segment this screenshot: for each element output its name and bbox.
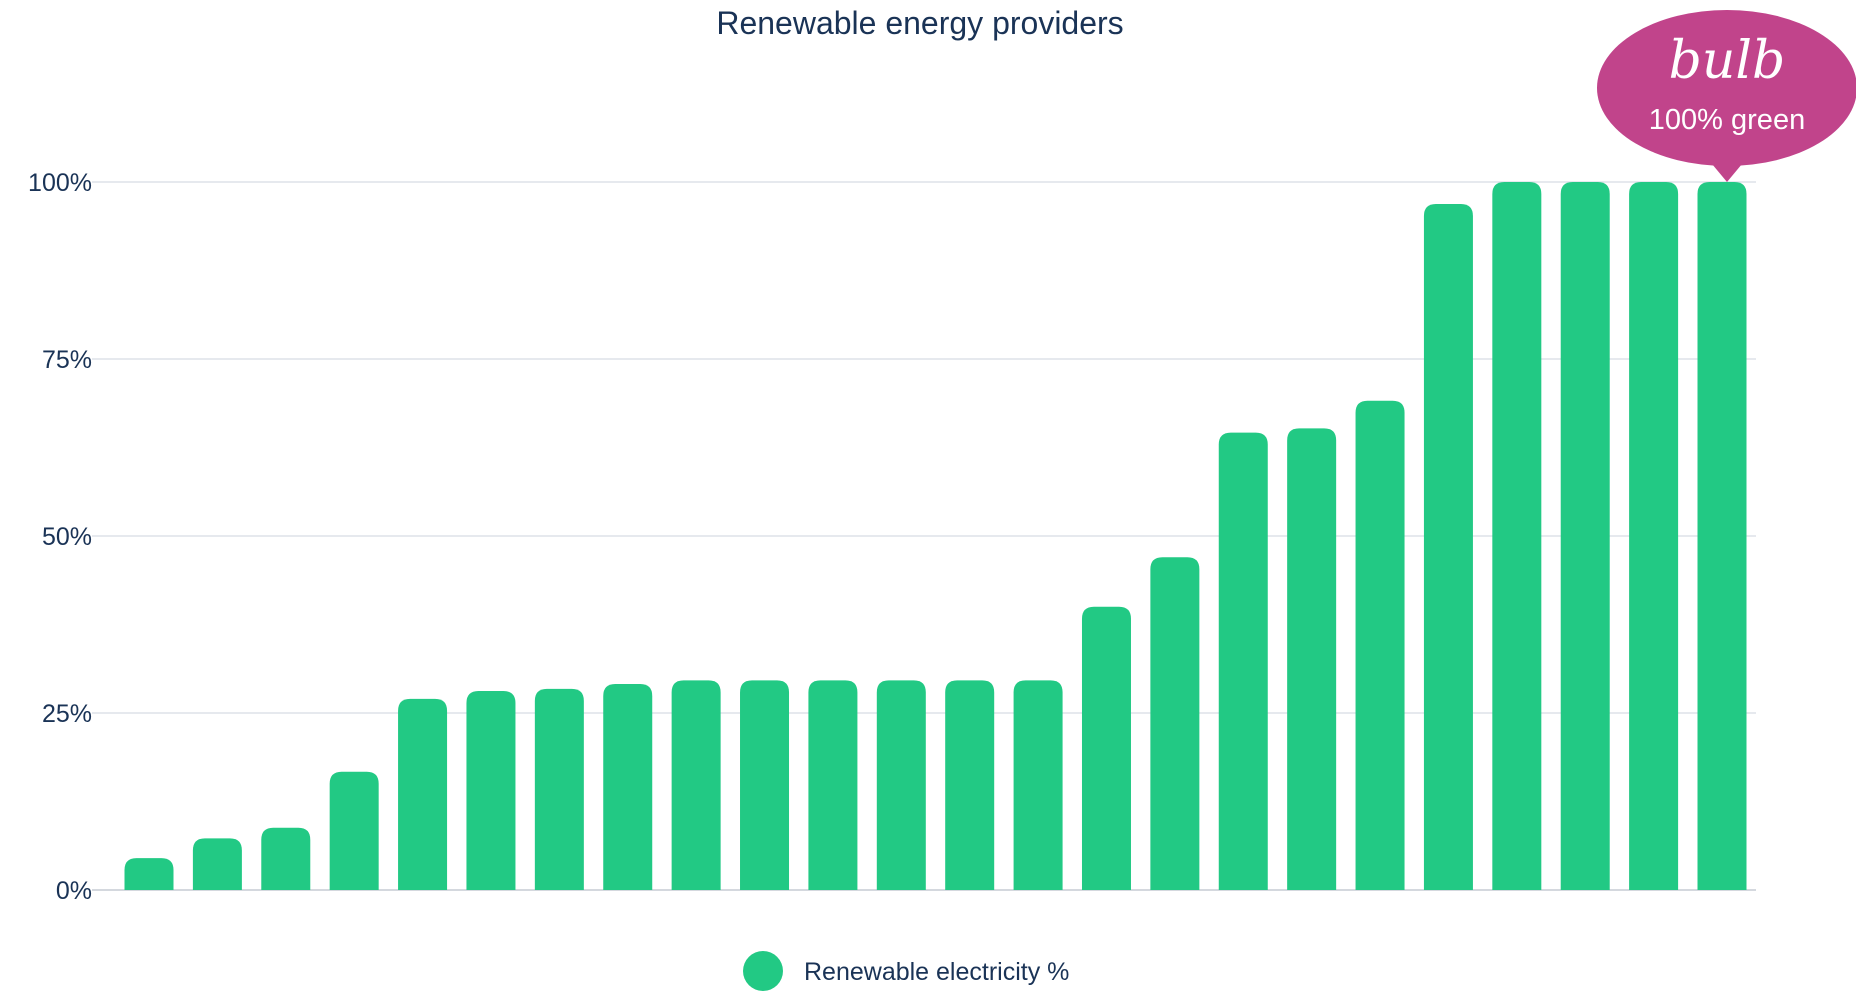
bar xyxy=(1560,182,1610,890)
bar xyxy=(124,858,174,890)
y-tick-label: 0% xyxy=(56,877,92,905)
bar xyxy=(740,680,790,890)
bar xyxy=(398,698,448,890)
callout-label: 100% green xyxy=(1649,104,1805,136)
y-tick-label: 25% xyxy=(42,700,92,728)
callout-pointer xyxy=(1712,164,1742,182)
bar xyxy=(192,838,242,890)
callout-bubble xyxy=(1597,10,1856,166)
bulb-logo: bulb xyxy=(1669,31,1786,91)
bar xyxy=(1355,400,1405,890)
bar xyxy=(1150,557,1200,890)
legend-label: Renewable electricity % xyxy=(804,958,1069,986)
bar xyxy=(1423,203,1473,890)
y-tick-label: 100% xyxy=(28,169,92,197)
bar xyxy=(671,680,721,890)
bar xyxy=(1697,182,1747,890)
bar xyxy=(808,680,858,890)
bar xyxy=(876,680,926,890)
bar xyxy=(603,683,653,890)
bar xyxy=(1492,182,1542,890)
bar xyxy=(1081,606,1131,890)
bar xyxy=(261,827,311,890)
bars xyxy=(124,182,1747,890)
legend: Renewable electricity % xyxy=(743,951,1069,991)
bar xyxy=(945,680,995,890)
bar xyxy=(329,771,379,890)
chart-title: Renewable energy providers xyxy=(716,5,1123,41)
y-axis: 0% 25% 50% 75% 100% xyxy=(28,169,92,905)
y-tick-label: 75% xyxy=(42,346,92,374)
legend-marker xyxy=(743,951,783,991)
bar xyxy=(1629,182,1679,890)
bar xyxy=(1218,432,1268,890)
y-tick-label: 50% xyxy=(42,523,92,551)
bar xyxy=(534,688,584,890)
bar xyxy=(466,691,516,890)
bulb-callout: bulb 100% green xyxy=(1597,10,1856,182)
bar xyxy=(1287,428,1337,890)
bar xyxy=(1013,680,1063,890)
